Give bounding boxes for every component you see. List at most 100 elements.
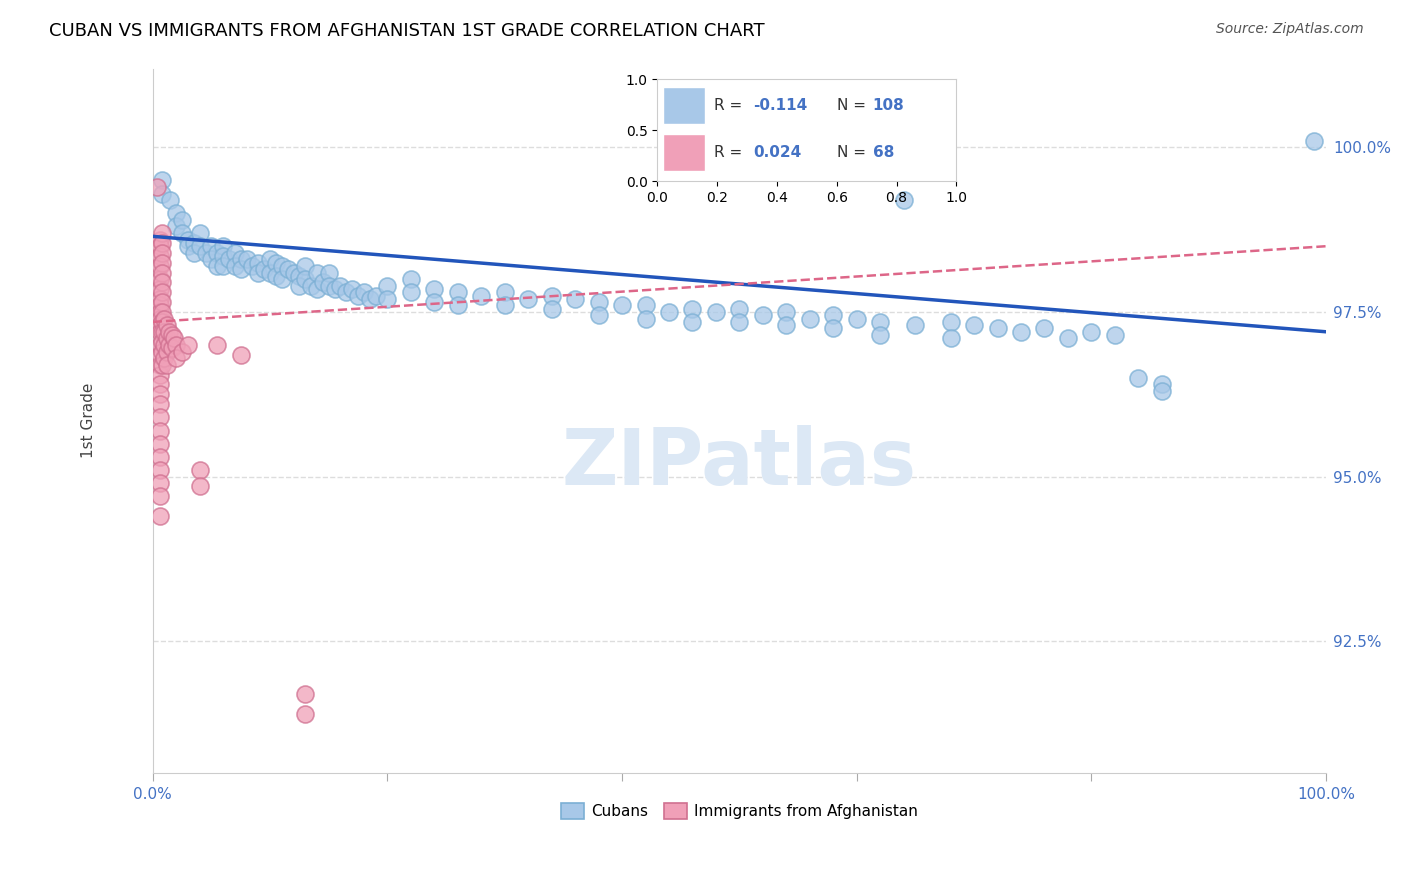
- Point: [305, 266, 328, 280]
- Point: [340, 282, 363, 296]
- Point: [149, 410, 172, 425]
- Point: [517, 292, 540, 306]
- Point: [277, 262, 299, 277]
- Point: [157, 325, 180, 339]
- Point: [165, 338, 187, 352]
- Point: [229, 262, 252, 277]
- Point: [399, 272, 422, 286]
- Point: [150, 226, 173, 240]
- Point: [294, 272, 316, 286]
- Point: [494, 298, 516, 312]
- Point: [153, 325, 176, 339]
- Point: [150, 344, 173, 359]
- Point: [423, 282, 446, 296]
- Point: [939, 315, 962, 329]
- Point: [904, 318, 927, 333]
- Point: [153, 351, 176, 365]
- Point: [963, 318, 986, 333]
- Point: [153, 338, 176, 352]
- Point: [212, 249, 235, 263]
- Point: [775, 318, 797, 333]
- Point: [194, 245, 217, 260]
- Point: [153, 311, 176, 326]
- Point: [799, 311, 821, 326]
- Point: [157, 338, 180, 352]
- Point: [149, 436, 172, 450]
- Point: [218, 252, 240, 267]
- Point: [264, 255, 287, 269]
- Point: [728, 315, 751, 329]
- Point: [149, 476, 172, 491]
- Point: [150, 285, 173, 300]
- Point: [986, 321, 1008, 335]
- Point: [149, 318, 172, 333]
- Point: [165, 351, 187, 365]
- Point: [312, 276, 335, 290]
- Point: [1104, 328, 1126, 343]
- Point: [323, 282, 346, 296]
- Point: [588, 295, 610, 310]
- Point: [212, 259, 235, 273]
- Point: [149, 305, 172, 319]
- Point: [939, 331, 962, 345]
- Point: [163, 331, 186, 345]
- Point: [540, 288, 562, 302]
- Point: [149, 368, 172, 382]
- Point: [299, 278, 322, 293]
- Point: [270, 259, 292, 273]
- Point: [149, 298, 172, 312]
- Point: [353, 285, 375, 300]
- Point: [150, 235, 173, 250]
- Point: [423, 295, 446, 310]
- Point: [288, 268, 311, 283]
- Point: [149, 249, 172, 263]
- Point: [270, 272, 292, 286]
- Point: [634, 298, 657, 312]
- Point: [149, 239, 172, 253]
- Point: [150, 276, 173, 290]
- Point: [288, 278, 311, 293]
- Point: [364, 288, 387, 302]
- Point: [540, 301, 562, 316]
- Point: [259, 252, 281, 267]
- Point: [170, 213, 193, 227]
- Point: [170, 226, 193, 240]
- Point: [242, 259, 264, 273]
- Point: [247, 255, 270, 269]
- Point: [183, 235, 205, 250]
- Point: [150, 173, 173, 187]
- Point: [682, 315, 704, 329]
- Point: [150, 358, 173, 372]
- Point: [149, 463, 172, 477]
- Point: [564, 292, 586, 306]
- Point: [1033, 321, 1056, 335]
- Point: [159, 193, 181, 207]
- Point: [150, 315, 173, 329]
- Point: [150, 325, 173, 339]
- Point: [294, 259, 316, 273]
- Point: [150, 305, 173, 319]
- Point: [149, 282, 172, 296]
- Point: [869, 315, 891, 329]
- Point: [305, 282, 328, 296]
- Point: [610, 298, 633, 312]
- Point: [170, 344, 193, 359]
- Point: [188, 479, 211, 493]
- Point: [177, 338, 200, 352]
- Point: [150, 186, 173, 201]
- Point: [229, 348, 252, 362]
- Point: [188, 463, 211, 477]
- Point: [150, 295, 173, 310]
- Point: [149, 489, 172, 503]
- Point: [149, 348, 172, 362]
- Point: [235, 252, 257, 267]
- Point: [823, 309, 845, 323]
- Point: [224, 259, 246, 273]
- Point: [150, 334, 173, 349]
- Point: [634, 311, 657, 326]
- Point: [224, 245, 246, 260]
- Point: [160, 328, 183, 343]
- Point: [156, 318, 179, 333]
- Point: [259, 266, 281, 280]
- Point: [318, 278, 340, 293]
